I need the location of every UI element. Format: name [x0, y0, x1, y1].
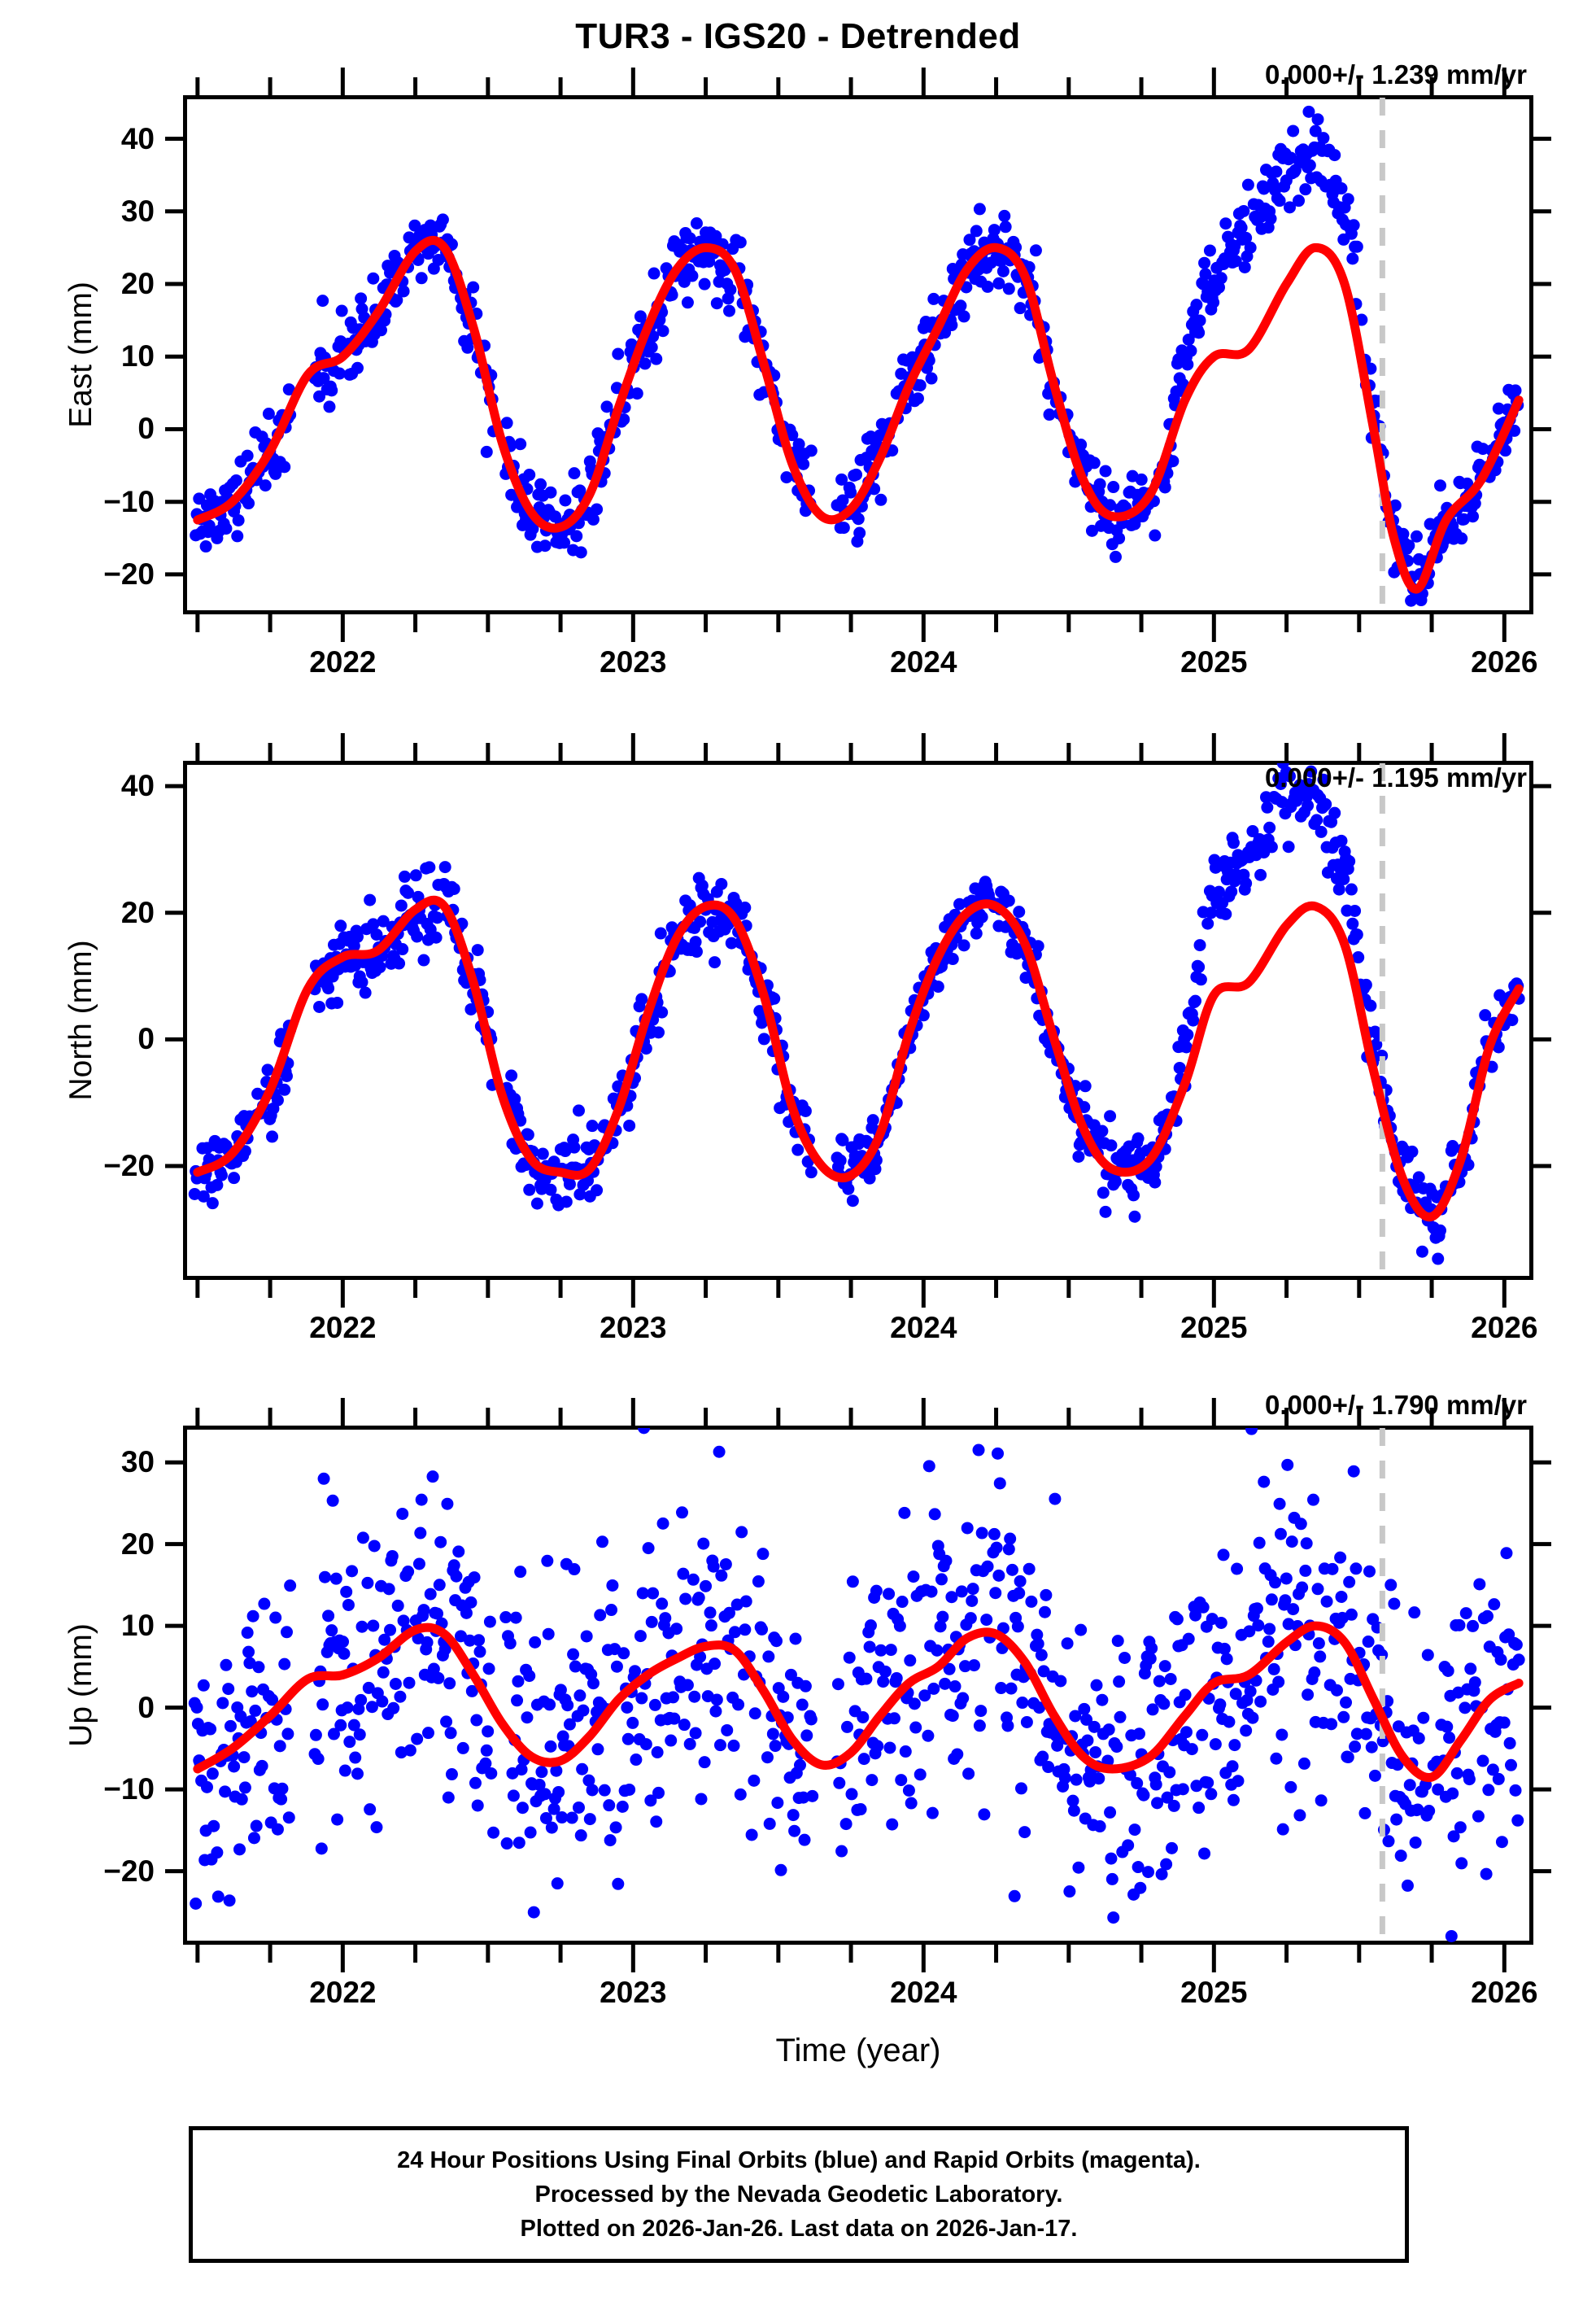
x-tick-label: 2023 — [600, 645, 667, 679]
y-tick-label: 20 — [120, 267, 155, 300]
y-tick-label: 0 — [137, 1022, 155, 1056]
y-tick-label: 20 — [120, 1526, 155, 1561]
x-tick-label: 2022 — [309, 1311, 377, 1344]
x-tick-label: 2023 — [600, 1311, 667, 1344]
model-fit-curve — [193, 1621, 1524, 1783]
x-tick-label: 2024 — [890, 1311, 957, 1344]
model-fit-curve — [193, 895, 1524, 1222]
x-tick-label: 2024 — [890, 645, 957, 679]
y-tick-label: 10 — [120, 339, 155, 373]
y-tick-label: 30 — [120, 1445, 155, 1479]
x-tick-label: 2022 — [309, 1976, 377, 2009]
y-tick-label: 0 — [137, 1690, 155, 1724]
x-tick-label: 2025 — [1180, 1976, 1248, 2009]
y-tick-label: 10 — [120, 1609, 155, 1643]
x-tick-label: 2023 — [600, 1976, 667, 2009]
y-tick-label: −10 — [103, 484, 155, 518]
y-tick-label: 0 — [137, 412, 155, 446]
page-title: TUR3 - IGS20 - Detrended — [575, 16, 1021, 56]
x-tick-label: 2024 — [890, 1976, 957, 2009]
caption-box: 24 Hour Positions Using Final Orbits (bl… — [189, 2126, 1409, 2263]
axis-ticks — [165, 68, 1551, 642]
rate-annotation: 0.000+/- 1.195 mm/yr — [1265, 762, 1527, 793]
x-tick-label: 2025 — [1180, 645, 1248, 679]
caption-line-2: Processed by the Nevada Geodetic Laborat… — [534, 2181, 1063, 2208]
y-tick-label: 20 — [120, 895, 155, 929]
x-tick-label: 2026 — [1471, 1311, 1538, 1344]
y-tick-label: 30 — [120, 194, 155, 228]
plot-frame — [183, 761, 1533, 1280]
x-axis-title: Time (year) — [775, 2033, 941, 2068]
data-points — [188, 1428, 1525, 1942]
x-tick-label: 2022 — [309, 645, 377, 679]
y-axis-title: Up (mm) — [63, 1623, 98, 1747]
y-tick-label: −20 — [103, 1148, 155, 1182]
y-tick-label: −20 — [103, 1854, 155, 1888]
x-tick-label: 2026 — [1471, 645, 1538, 679]
axis-ticks — [165, 1398, 1551, 1972]
y-tick-label: 40 — [120, 769, 155, 803]
axis-ticks — [165, 733, 1551, 1308]
y-tick-label: −10 — [103, 1772, 155, 1806]
rate-annotation: 0.000+/- 1.239 mm/yr — [1265, 59, 1527, 90]
model-fit-curve — [193, 235, 1524, 594]
caption-line-1: 24 Hour Positions Using Final Orbits (bl… — [397, 2147, 1201, 2173]
caption-line-3: Plotted on 2026-Jan-26. Last data on 202… — [520, 2216, 1078, 2243]
y-tick-label: 40 — [120, 121, 155, 155]
rate-annotation: 0.000+/- 1.790 mm/yr — [1265, 1390, 1527, 1420]
x-tick-label: 2025 — [1180, 1311, 1248, 1344]
x-tick-label: 2026 — [1471, 1976, 1538, 2009]
y-tick-label: −20 — [103, 557, 155, 591]
